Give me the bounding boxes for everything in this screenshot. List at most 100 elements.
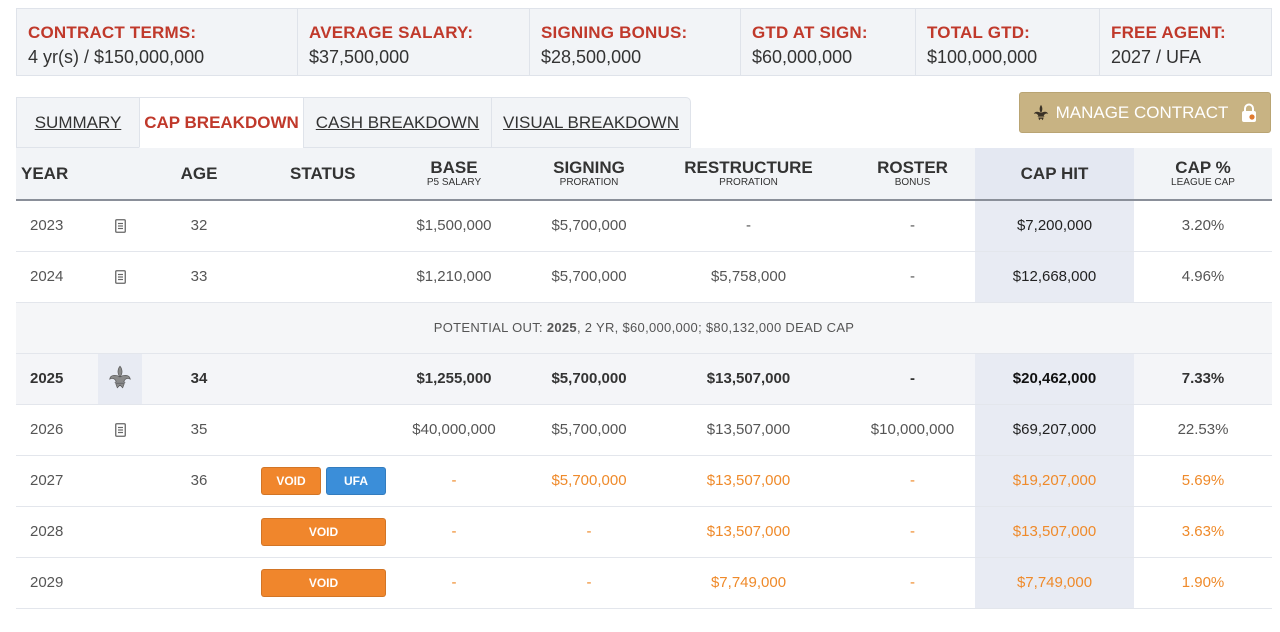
- lock-icon: [1242, 103, 1257, 122]
- header-cap-hit[interactable]: CAP HIT: [975, 148, 1135, 201]
- cell-cap-pct: 5.69%: [1134, 455, 1273, 507]
- cell-status: [256, 353, 532, 405]
- header-year[interactable]: YEAR: [16, 148, 98, 201]
- cell-cap-hit: $20,462,000: [975, 353, 1135, 405]
- cell-signing: $5,700,000: [531, 353, 648, 405]
- contract-document-icon[interactable]: [114, 423, 126, 437]
- summary-label: GTD AT SIGN:: [752, 23, 868, 42]
- tab-cash-breakdown[interactable]: CASH BREAKDOWN: [303, 97, 491, 148]
- cell-cap-pct: 7.33%: [1134, 353, 1273, 405]
- cell-contract-icon: [98, 200, 142, 252]
- cell-roster: $10,000,000: [850, 404, 976, 456]
- header-roster-sub: BONUS: [894, 176, 931, 188]
- tab-cap-breakdown[interactable]: CAP BREAKDOWN: [139, 97, 303, 148]
- potential-out-year: 2025: [546, 320, 577, 335]
- summary-signing-bonus: SIGNING BONUS: $28,500,000: [530, 9, 741, 75]
- fleur-de-lis-icon: [1033, 104, 1048, 120]
- summary-total-gtd: TOTAL GTD: $100,000,000: [916, 9, 1100, 75]
- cell-roster: -: [850, 455, 976, 507]
- cell-cap-pct: 1.90%: [1134, 557, 1273, 609]
- cell-restructure: $13,507,000: [647, 455, 851, 507]
- void-badge: VOID: [261, 517, 386, 546]
- cell-base: $1,210,000: [416, 267, 492, 285]
- potential-out-suffix: , 2 YR, $60,000,000; $80,132,000 DEAD CA…: [576, 320, 855, 335]
- header-base-label: BASE: [430, 158, 478, 177]
- header-status[interactable]: STATUS: [256, 148, 532, 201]
- cell-base: $40,000,000: [412, 420, 496, 438]
- manage-contract-label: MANAGE CONTRACT: [1055, 102, 1229, 122]
- cell-status: VOID UFA: [256, 455, 532, 507]
- cell-status: VOID: [256, 557, 532, 609]
- cell-status: [256, 251, 532, 303]
- tab-visual-breakdown[interactable]: VISUAL BREAKDOWN: [491, 97, 691, 148]
- cell-cap-hit: $7,749,000: [975, 557, 1135, 609]
- cell-contract-icon: [98, 557, 142, 609]
- summary-free-agent: FREE AGENT: 2027 / UFA: [1100, 9, 1271, 75]
- tab-summary[interactable]: SUMMARY: [16, 97, 139, 148]
- table-row: 2029 VOID - $7,749,000- $7,749,000 1.90%: [16, 557, 1273, 609]
- header-restructure[interactable]: RESTRUCTURE PRORATION: [647, 148, 851, 201]
- cell-roster: -: [850, 506, 976, 558]
- cell-cap-pct: 3.63%: [1134, 506, 1273, 558]
- header-roster-label: ROSTER: [877, 157, 948, 177]
- cell-restructure: $13,507,000: [647, 353, 851, 405]
- contract-document-icon[interactable]: [114, 219, 126, 234]
- manage-contract-button[interactable]: MANAGE CONTRACT: [1019, 92, 1271, 133]
- table-row: 2028 VOID - $13,507,000- $13,507,000 3.63%: [16, 506, 1273, 558]
- cell-restructure: $5,758,000: [647, 251, 851, 303]
- header-age[interactable]: AGE: [142, 148, 256, 201]
- cell-cap-hit: $13,507,000: [975, 506, 1135, 558]
- cell-status: [256, 200, 532, 252]
- team-logo-icon: [109, 365, 131, 388]
- cell-contract-icon: [98, 506, 142, 558]
- header-contract-icon: [98, 148, 142, 201]
- header-base[interactable]: BASE P5 SALARY: [393, 148, 515, 200]
- potential-out-prefix: POTENTIAL OUT:: [433, 320, 547, 335]
- cap-breakdown-table: YEAR AGE STATUS SIGNING PRORATION RESTRU…: [16, 148, 1273, 609]
- cell-roster: -: [850, 251, 976, 303]
- header-restructure-sub: PRORATION: [719, 176, 778, 188]
- cell-restructure: $13,507,000: [647, 506, 851, 558]
- cell-signing: -: [531, 557, 648, 609]
- contract-summary-bar: CONTRACT TERMS: 4 yr(s) / $150,000,000 A…: [16, 8, 1272, 76]
- cell-restructure: $7,749,000: [647, 557, 851, 609]
- summary-gtd-at-sign: GTD AT SIGN: $60,000,000: [741, 9, 916, 75]
- cell-contract-icon: [98, 455, 142, 507]
- cell-signing: $5,700,000: [531, 200, 648, 252]
- summary-value: 4 yr(s) / $150,000,000: [28, 47, 205, 67]
- summary-value: $37,500,000: [309, 47, 410, 67]
- void-badge: VOID: [261, 466, 321, 495]
- cell-year: 2025: [16, 353, 98, 405]
- table-row: 2025 34 $5,700,000 $13,507,000- $20,462,000 7…: [16, 353, 1273, 405]
- cell-cap-pct: 3.20%: [1134, 200, 1273, 252]
- header-cap-pct[interactable]: CAP % LEAGUE CAP: [1134, 148, 1273, 201]
- summary-value: 2027 / UFA: [1111, 47, 1202, 67]
- table-row: 2027 36 VOID UFA $5,700,000 $13,507,000- $19,2…: [16, 455, 1273, 507]
- summary-label: FREE AGENT:: [1111, 23, 1226, 42]
- cell-age: [142, 557, 256, 609]
- cell-roster: -: [850, 200, 976, 252]
- potential-out-row: POTENTIAL OUT: 2025, 2 YR, $60,000,000; …: [16, 302, 1273, 354]
- cell-base: $1,255,000: [416, 369, 492, 387]
- cell-cap-hit: $12,668,000: [975, 251, 1135, 303]
- header-roster[interactable]: ROSTER BONUS: [850, 148, 976, 201]
- table-row: 2023 32 $5,700,000- - $7,200,000 3.20%: [16, 200, 1273, 252]
- cell-base: -: [451, 471, 457, 489]
- cell-base: -: [451, 522, 457, 540]
- contract-document-icon[interactable]: [114, 270, 126, 284]
- cell-status: [256, 404, 532, 456]
- cell-cap-hit: $69,207,000: [975, 404, 1135, 456]
- header-restructure-label: RESTRUCTURE: [684, 157, 813, 177]
- cell-contract-icon: [98, 404, 142, 456]
- cell-year: 2026: [16, 404, 98, 456]
- cell-year: 2027: [16, 455, 98, 507]
- summary-value: $28,500,000: [541, 47, 642, 67]
- cell-restructure: $13,507,000: [647, 404, 851, 456]
- cell-year: 2024: [16, 251, 98, 303]
- header-signing[interactable]: SIGNING PRORATION: [531, 148, 648, 201]
- header-base-sub: P5 SALARY: [426, 177, 482, 188]
- cell-age: 34: [142, 353, 256, 405]
- cell-age: [142, 506, 256, 558]
- summary-contract-terms: CONTRACT TERMS: 4 yr(s) / $150,000,000: [17, 9, 298, 75]
- cell-cap-hit: $7,200,000: [975, 200, 1135, 252]
